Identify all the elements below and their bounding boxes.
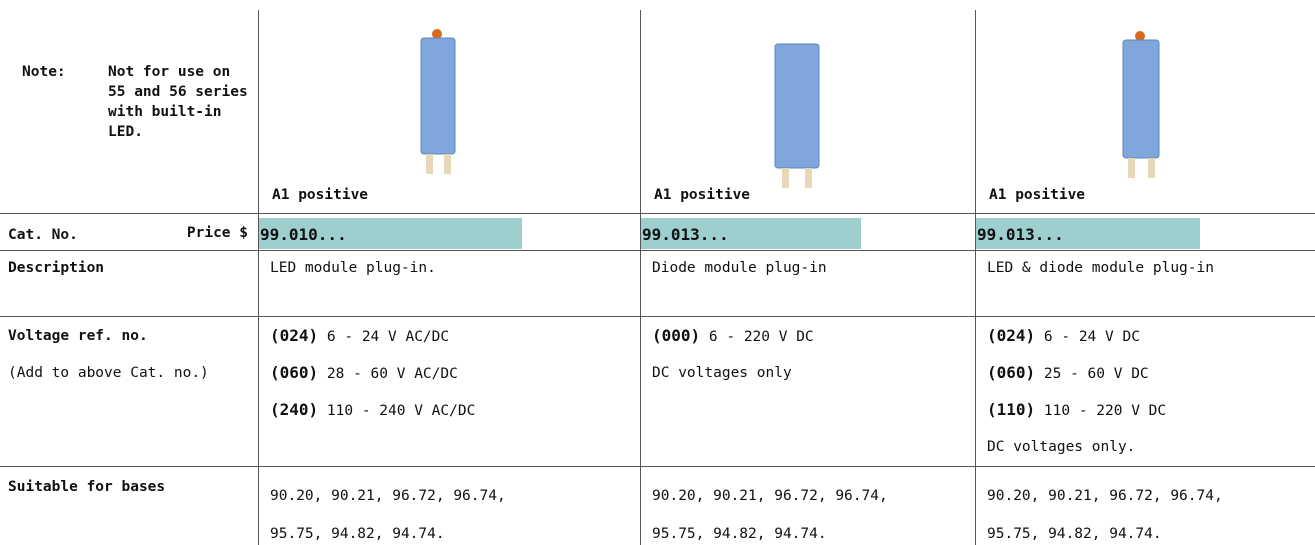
note-text: Not for use on 55 and 56 series with bui… [108, 62, 248, 142]
row-label: Suitable for bases [8, 477, 165, 497]
voltage-text: DC voltages only [652, 365, 792, 381]
voltage-text: 110 - 240 V AC/DC [327, 403, 475, 419]
row-label: (Add to above Cat. no.) [8, 363, 209, 383]
description: LED module plug-in. [270, 258, 436, 278]
voltage-code: (024) [270, 326, 318, 345]
voltage-text: DC voltages only. [987, 439, 1135, 455]
voltage-code: (024) [987, 326, 1035, 345]
module-image [775, 44, 819, 188]
row-label: Voltage ref. no. [8, 326, 148, 346]
voltage-line: (024) 6 - 24 V DC [987, 326, 1140, 347]
module-image [1123, 31, 1159, 178]
voltage-code: (240) [270, 400, 318, 419]
voltage-line: (000) 6 - 220 V DC [652, 326, 814, 347]
voltage-line: (060) 28 - 60 V AC/DC [270, 363, 458, 384]
voltage-text: 6 - 24 V AC/DC [327, 329, 449, 345]
module-image [421, 29, 455, 174]
cat-no: 99.013... [642, 225, 729, 245]
note-label: Note: [22, 62, 66, 82]
voltage-text: 28 - 60 V AC/DC [327, 366, 458, 382]
rule [0, 316, 1315, 317]
voltage-text: 25 - 60 V DC [1044, 366, 1149, 382]
voltage-text: 110 - 220 V DC [1044, 403, 1166, 419]
cat-no: 99.010... [260, 225, 347, 245]
caption: A1 positive [654, 185, 750, 205]
row-label: Description [8, 258, 104, 278]
voltage-code: (060) [987, 363, 1035, 382]
voltage-text: 6 - 24 V DC [1044, 329, 1140, 345]
description: Diode module plug-in [652, 258, 827, 278]
page: Note: Not for use on 55 and 56 series wi… [0, 0, 1315, 545]
rule [0, 250, 1315, 251]
voltage-line: DC voltages only [652, 363, 792, 383]
row-label: Price $ [170, 223, 248, 243]
voltage-line: (240) 110 - 240 V AC/DC [270, 400, 475, 421]
voltage-code: (060) [270, 363, 318, 382]
voltage-line: (024) 6 - 24 V AC/DC [270, 326, 449, 347]
bases: 90.20, 90.21, 96.72, 96.74, 95.75, 94.82… [652, 477, 897, 545]
voltage-code: (110) [987, 400, 1035, 419]
cat-no: 99.013... [977, 225, 1064, 245]
bases: 90.20, 90.21, 96.72, 96.74, 95.75, 94.82… [987, 477, 1232, 545]
voltage-line: (110) 110 - 220 V DC [987, 400, 1166, 421]
bases: 90.20, 90.21, 96.72, 96.74, 95.75, 94.82… [270, 477, 515, 545]
voltage-code: (000) [652, 326, 700, 345]
caption: A1 positive [989, 185, 1085, 205]
row-label: Cat. No. [8, 225, 78, 245]
description: LED & diode module plug-in [987, 258, 1214, 278]
caption: A1 positive [272, 185, 368, 205]
rule [0, 466, 1315, 467]
voltage-line: (060) 25 - 60 V DC [987, 363, 1149, 384]
voltage-text: 6 - 220 V DC [709, 329, 814, 345]
voltage-line: DC voltages only. [987, 437, 1135, 457]
